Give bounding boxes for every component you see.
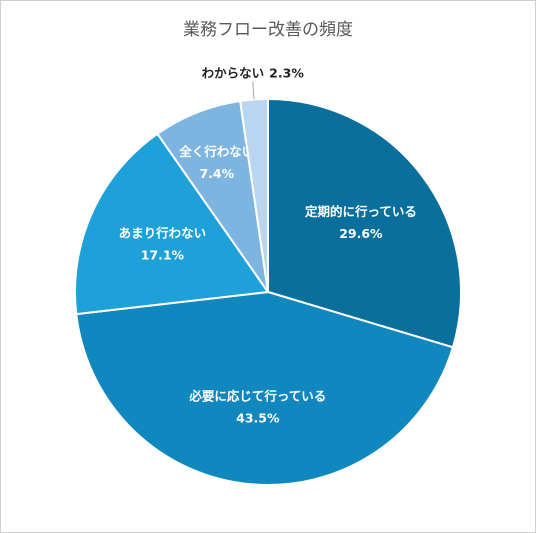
category-label: あまり行わない [119,225,207,240]
data-label: わからない 2.3% [202,65,305,80]
pie-slice [239,97,269,293]
pie-slice [74,132,270,316]
value-label: 29.6% [339,225,383,240]
value-label: 43.5% [236,410,280,425]
category-label: 必要に応じて行っている [188,388,326,403]
pie-slice [75,290,455,486]
category-label: 定期的に行っている [304,203,417,218]
pie-slice [267,97,462,349]
data-label: あまり行わない 17.1% [119,225,207,262]
chart-title: 業務フロー改善の頻度 [183,20,353,40]
data-label: 定期的に行っている 29.6% [304,203,417,240]
value-label: 2.3% [269,65,304,80]
value-label: 17.1% [141,247,185,262]
leader-line [252,81,255,100]
data-label: 全く行わない 7.4% [178,143,254,180]
value-label: 7.4% [199,165,234,180]
data-label: 必要に応じて行っている 43.5% [188,388,326,425]
category-label: 全く行わない [178,143,254,158]
category-label: わからない [202,65,265,80]
